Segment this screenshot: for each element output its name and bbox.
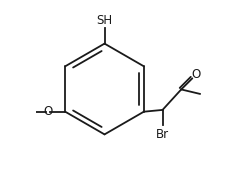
Text: O: O [44,105,53,118]
Text: Br: Br [156,128,169,141]
Text: O: O [191,68,200,81]
Text: SH: SH [96,14,112,27]
